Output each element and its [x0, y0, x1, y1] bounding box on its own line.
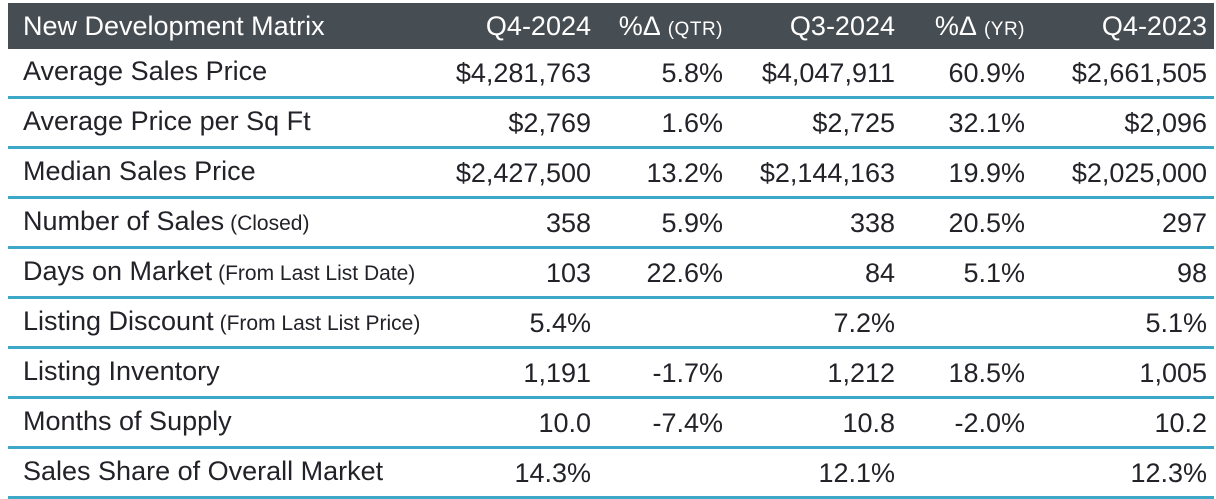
cell: $2,427,500	[438, 147, 598, 199]
cell: 98	[1032, 247, 1214, 299]
row-label: Days on Market (From Last List Date)	[8, 247, 438, 299]
row-label: Sales Share of Overall Market	[8, 447, 438, 499]
cell	[902, 447, 1032, 499]
cell: -7.4%	[598, 397, 730, 449]
column-header-q4-2023: Q4-2023	[1032, 3, 1214, 49]
table-row-number-of-sales: Number of Sales (Closed) 358 5.9% 338 20.…	[8, 197, 1214, 249]
row-label: Listing Inventory	[8, 347, 438, 399]
cell: $2,096	[1032, 97, 1214, 149]
cell: $2,144,163	[730, 147, 902, 199]
row-label: Average Sales Price	[8, 49, 438, 99]
cell: 12.1%	[730, 447, 902, 499]
column-header-q3-2024: Q3-2024	[730, 3, 902, 49]
cell: 1,005	[1032, 347, 1214, 399]
pct-delta-label: %Δ	[934, 11, 977, 41]
row-label-note: (From Last List Date)	[218, 262, 416, 285]
pct-delta-label: %Δ	[618, 11, 661, 41]
row-label: Number of Sales (Closed)	[8, 197, 438, 249]
cell: 5.4%	[438, 297, 598, 349]
cell: $4,047,911	[730, 49, 902, 99]
pct-delta-unit: (QTR)	[667, 11, 723, 41]
cell	[902, 297, 1032, 349]
cell: 1,191	[438, 347, 598, 399]
cell: 358	[438, 197, 598, 249]
cell: 60.9%	[902, 49, 1032, 99]
cell: 32.1%	[902, 97, 1032, 149]
table-row-average-price-per-sqft: Average Price per Sq Ft $2,769 1.6% $2,7…	[8, 97, 1214, 149]
cell: 22.6%	[598, 247, 730, 299]
cell: 10.2	[1032, 397, 1214, 449]
cell: -2.0%	[902, 397, 1032, 449]
cell: 1,212	[730, 347, 902, 399]
table-row-average-sales-price: Average Sales Price $4,281,763 5.8% $4,0…	[8, 49, 1214, 99]
cell	[598, 447, 730, 499]
cell: 103	[438, 247, 598, 299]
cell: 5.9%	[598, 197, 730, 249]
table-row-months-of-supply: Months of Supply 10.0 -7.4% 10.8 -2.0% 1…	[8, 397, 1214, 449]
cell: 338	[730, 197, 902, 249]
cell	[598, 297, 730, 349]
cell: 10.8	[730, 397, 902, 449]
row-label: Listing Discount (From Last List Price)	[8, 297, 438, 349]
cell: 84	[730, 247, 902, 299]
row-label: Months of Supply	[8, 397, 438, 449]
cell: $4,281,763	[438, 49, 598, 99]
cell: 297	[1032, 197, 1214, 249]
column-header-pct-delta-qtr: %Δ (QTR)	[598, 3, 730, 49]
row-label-note: (From Last List Price)	[219, 312, 421, 335]
table-header-row: New Development Matrix Q4-2024 %Δ (QTR) Q…	[8, 3, 1214, 49]
cell: 19.9%	[902, 147, 1032, 199]
cell: -1.7%	[598, 347, 730, 399]
row-label-note: (Closed)	[230, 212, 310, 235]
cell: 20.5%	[902, 197, 1032, 249]
table-row-listing-discount: Listing Discount (From Last List Price) 5…	[8, 297, 1214, 349]
cell: 5.1%	[1032, 297, 1214, 349]
pct-delta-unit: (YR)	[983, 11, 1025, 41]
cell: $2,025,000	[1032, 147, 1214, 199]
cell: 14.3%	[438, 447, 598, 499]
column-header-q4-2024: Q4-2024	[438, 3, 598, 49]
cell: 12.3%	[1032, 447, 1214, 499]
table-row-sales-share: Sales Share of Overall Market 14.3% 12.1…	[8, 447, 1214, 499]
cell: 10.0	[438, 397, 598, 449]
cell: 18.5%	[902, 347, 1032, 399]
cell: 1.6%	[598, 97, 730, 149]
table-row-days-on-market: Days on Market (From Last List Date) 103 …	[8, 247, 1214, 299]
row-label: Average Price per Sq Ft	[8, 97, 438, 149]
table-title: New Development Matrix	[8, 3, 438, 49]
column-header-pct-delta-yr: %Δ (YR)	[902, 3, 1032, 49]
cell: 13.2%	[598, 147, 730, 199]
cell: $2,661,505	[1032, 49, 1214, 99]
new-development-matrix: New Development Matrix Q4-2024 %Δ (QTR) Q…	[8, 3, 1214, 499]
row-label: Median Sales Price	[8, 147, 438, 199]
cell: 7.2%	[730, 297, 902, 349]
cell: 5.1%	[902, 247, 1032, 299]
cell: 5.8%	[598, 49, 730, 99]
table-row-median-sales-price: Median Sales Price $2,427,500 13.2% $2,1…	[8, 147, 1214, 199]
cell: $2,769	[438, 97, 598, 149]
cell: $2,725	[730, 97, 902, 149]
market-matrix-table: New Development Matrix Q4-2024 %Δ (QTR) Q…	[8, 3, 1214, 499]
table-row-listing-inventory: Listing Inventory 1,191 -1.7% 1,212 18.5…	[8, 347, 1214, 399]
